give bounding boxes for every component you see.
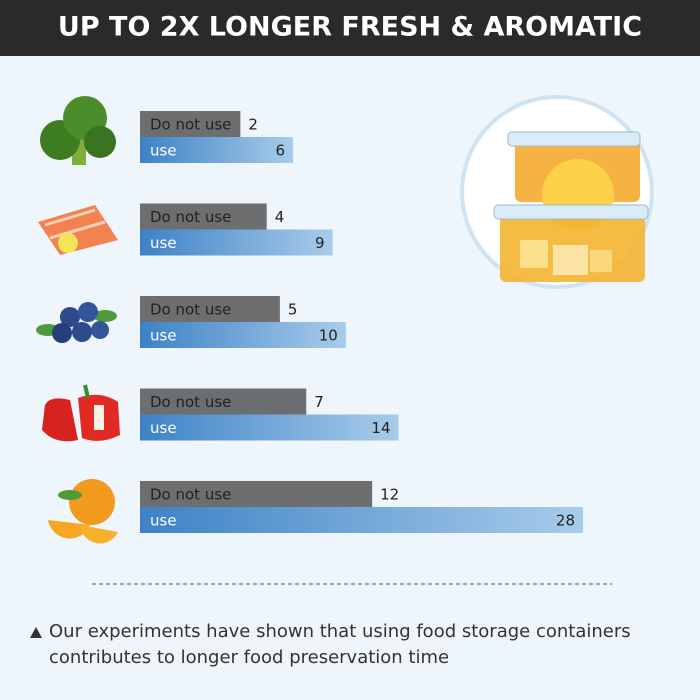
series-label: Do not use: [150, 208, 231, 226]
value-label: 10: [319, 327, 338, 345]
value-label: 9: [315, 234, 325, 252]
bar: [140, 507, 583, 533]
orange-icon: [48, 479, 118, 544]
container-illustration: [460, 95, 654, 289]
series-label: Do not use: [150, 393, 231, 411]
footnote-line: contributes to longer food preservation …: [49, 647, 449, 668]
value-label: 14: [371, 419, 390, 437]
value-label: 7: [314, 393, 324, 411]
value-label: 6: [276, 142, 286, 160]
footnote-line: Our experiments have shown that using fo…: [49, 621, 631, 642]
bullet-triangle: [30, 627, 42, 638]
value-label: 12: [380, 486, 399, 504]
value-label: 28: [556, 512, 575, 530]
bar: [140, 137, 294, 163]
chart-title: UP TO 2X LONGER FRESH & AROMATIC: [58, 12, 642, 43]
value-label: 4: [275, 208, 285, 226]
broccoli-icon: [40, 96, 116, 165]
pepper-icon: [42, 384, 120, 442]
salmon-icon: [38, 205, 118, 255]
series-label: Do not use: [150, 116, 231, 134]
bar: [140, 481, 373, 507]
header-bar: [0, 0, 700, 56]
blueberry-icon: [36, 302, 117, 343]
series-label: use: [150, 142, 177, 160]
value-label: 5: [288, 301, 298, 319]
bar: [140, 388, 307, 415]
bar: [140, 414, 399, 441]
bar: [140, 296, 280, 322]
series-label: use: [150, 234, 177, 252]
bar: [140, 229, 333, 256]
bar: [140, 203, 267, 230]
series-label: Do not use: [150, 301, 231, 319]
series-label: use: [150, 419, 177, 437]
bar: [140, 111, 241, 137]
series-label: use: [150, 327, 177, 345]
value-label: 2: [248, 116, 258, 134]
bar: [140, 322, 346, 348]
series-label: use: [150, 512, 177, 530]
series-label: Do not use: [150, 486, 231, 504]
